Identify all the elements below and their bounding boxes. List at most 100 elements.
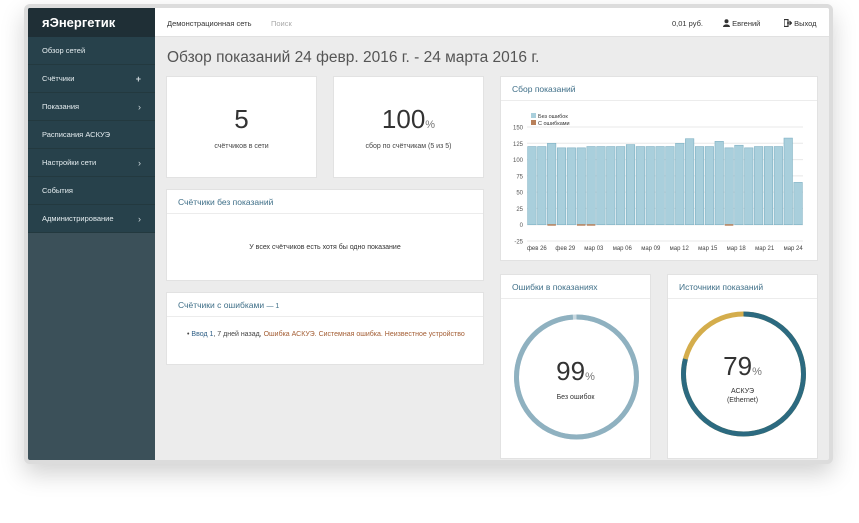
x-tick-label: мар 09 <box>641 246 661 252</box>
bar <box>537 146 547 226</box>
error-bar <box>576 224 586 226</box>
sidebar-item-admin[interactable]: Администрирование › <box>28 205 155 233</box>
no-readings-message: У всех счётчиков есть хотя бы одно показ… <box>249 244 401 251</box>
x-tick-label: мар 21 <box>755 246 775 252</box>
x-tick-label: фев 26 <box>527 246 547 252</box>
logout-button[interactable]: Выход <box>783 18 817 28</box>
gauge-arc <box>514 314 639 440</box>
bar <box>547 142 557 226</box>
legend-label: Без ошибок <box>538 114 568 120</box>
collection-value: 100% <box>334 104 483 135</box>
bar <box>675 142 685 226</box>
meters-count-label: счётчиков в сети <box>214 143 269 150</box>
x-tick-label: мар 24 <box>784 246 804 252</box>
y-tick-label: 75 <box>516 174 523 180</box>
sidebar-item-schedules[interactable]: Расписания АСКУЭ <box>28 121 155 149</box>
errors-count: — 1 <box>266 303 280 310</box>
bar <box>665 146 675 226</box>
errors-card: Счётчики с ошибками — 1 • Ввод 1, 7 дней… <box>166 292 484 365</box>
bar <box>576 147 586 226</box>
no-readings-title: Счётчики без показаний <box>167 190 483 214</box>
logout-label: Выход <box>794 19 817 28</box>
legend-swatch <box>531 120 536 125</box>
bar <box>556 147 567 226</box>
y-tick-label: 150 <box>513 126 524 132</box>
bar <box>704 146 714 226</box>
bar <box>734 144 744 226</box>
app-window: яЭнергетик Обзор сетей Счётчики + Показан… <box>24 4 833 464</box>
x-tick-label: фев 29 <box>555 246 575 252</box>
collection-number: 100 <box>381 104 426 134</box>
percent-sign: % <box>585 371 595 383</box>
legend-label: С ошибками <box>538 121 570 127</box>
sidebar-item-network-settings[interactable]: Настройки сети › <box>28 149 155 177</box>
x-tick-label: мар 15 <box>698 246 718 252</box>
error-text[interactable]: Ошибка АСКУЭ. Системная ошибка. Неизвест… <box>263 331 465 338</box>
sidebar-item-readings[interactable]: Показания › <box>28 93 155 121</box>
meter-link[interactable]: Ввод 1 <box>191 331 214 338</box>
bar <box>596 146 606 226</box>
sidebar-item-label: Расписания АСКУЭ <box>42 130 111 139</box>
sidebar-item-meters[interactable]: Счётчики + <box>28 65 155 93</box>
errors-gauge-value: 99% <box>501 356 650 387</box>
x-tick-label: мар 18 <box>727 246 747 252</box>
entry-time: , 7 дней назад, <box>213 331 262 338</box>
plus-icon[interactable]: + <box>135 74 141 84</box>
sidebar-item-label: Администрирование <box>42 214 114 223</box>
sources-gauge-sublabel: (Ethernet) <box>726 397 759 404</box>
sidebar-item-label: Обзор сетей <box>42 46 86 55</box>
bar <box>606 146 616 226</box>
bar <box>616 146 626 226</box>
topbar: Демонстрационная сеть Поиск 0,01 руб. Ев… <box>155 8 829 37</box>
readings-chart-card: Сбор показаний -25 0 25 50 75 100 125 150 фев 26… <box>500 76 818 261</box>
error-bar <box>724 224 734 226</box>
meters-count-card: 5 счётчиков в сети <box>166 76 317 178</box>
sidebar-item-networks[interactable]: Обзор сетей <box>28 37 155 65</box>
errors-card-title: Счётчики с ошибками — 1 <box>167 293 483 317</box>
sidebar-item-label: Настройки сети <box>42 158 97 167</box>
y-tick-label: 125 <box>513 142 524 148</box>
balance: 0,01 руб. <box>672 19 703 28</box>
collection-label: сбор по счётчикам (5 из 5) <box>365 143 452 150</box>
bar <box>744 147 754 226</box>
y-tick-label: 100 <box>513 158 524 164</box>
sources-gauge-title: Источники показаний <box>668 275 817 299</box>
sidebar: яЭнергетик Обзор сетей Счётчики + Показан… <box>28 8 155 460</box>
y-tick-label: 0 <box>520 223 524 229</box>
no-readings-card: Счётчики без показаний У всех счётчиков … <box>166 189 484 281</box>
bar <box>783 137 793 226</box>
sidebar-item-label: События <box>42 186 73 195</box>
chevron-right-icon: › <box>138 214 141 224</box>
errors-gauge-label: Без ошибок <box>556 394 595 401</box>
logout-icon <box>783 18 793 28</box>
sidebar-item-label: Показания <box>42 102 80 111</box>
bar <box>763 146 774 226</box>
sidebar-menu: Обзор сетей Счётчики + Показания › Расписа… <box>28 37 155 233</box>
collection-card: 100% сбор по счётчикам (5 из 5) <box>333 76 484 178</box>
errors-gauge-title: Ошибки в показаниях <box>501 275 650 299</box>
errors-gauge-card: Ошибки в показаниях 99% Без ошибок <box>500 274 651 459</box>
error-bar <box>586 224 596 226</box>
bar <box>754 146 764 226</box>
user-name: Евгений <box>732 19 761 28</box>
gauge-arc <box>681 311 806 437</box>
errors-card-title-text: Счётчики с ошибками <box>178 300 265 310</box>
user-menu[interactable]: Евгений <box>723 19 760 28</box>
page-title: Обзор показаний 24 февр. 2016 г. - 24 ма… <box>167 49 540 66</box>
bar <box>714 141 724 226</box>
brand-logo[interactable]: яЭнергетик <box>28 8 155 37</box>
search-input[interactable]: Поиск <box>271 19 292 28</box>
errors-gauge <box>514 314 639 440</box>
user-icon <box>723 19 730 27</box>
list-item: • Ввод 1, 7 дней назад, Ошибка АСКУЭ. Си… <box>187 329 483 340</box>
sidebar-item-label: Счётчики <box>42 74 75 83</box>
bullet: • <box>187 331 190 338</box>
bar <box>773 146 783 226</box>
legend-swatch <box>531 113 536 118</box>
network-selector[interactable]: Демонстрационная сеть <box>167 19 252 28</box>
chevron-right-icon: › <box>138 158 141 168</box>
y-tick-label: 50 <box>516 191 523 197</box>
sidebar-item-events[interactable]: События <box>28 177 155 205</box>
bar <box>635 146 645 226</box>
sources-gauge-value: 79% <box>668 351 817 382</box>
